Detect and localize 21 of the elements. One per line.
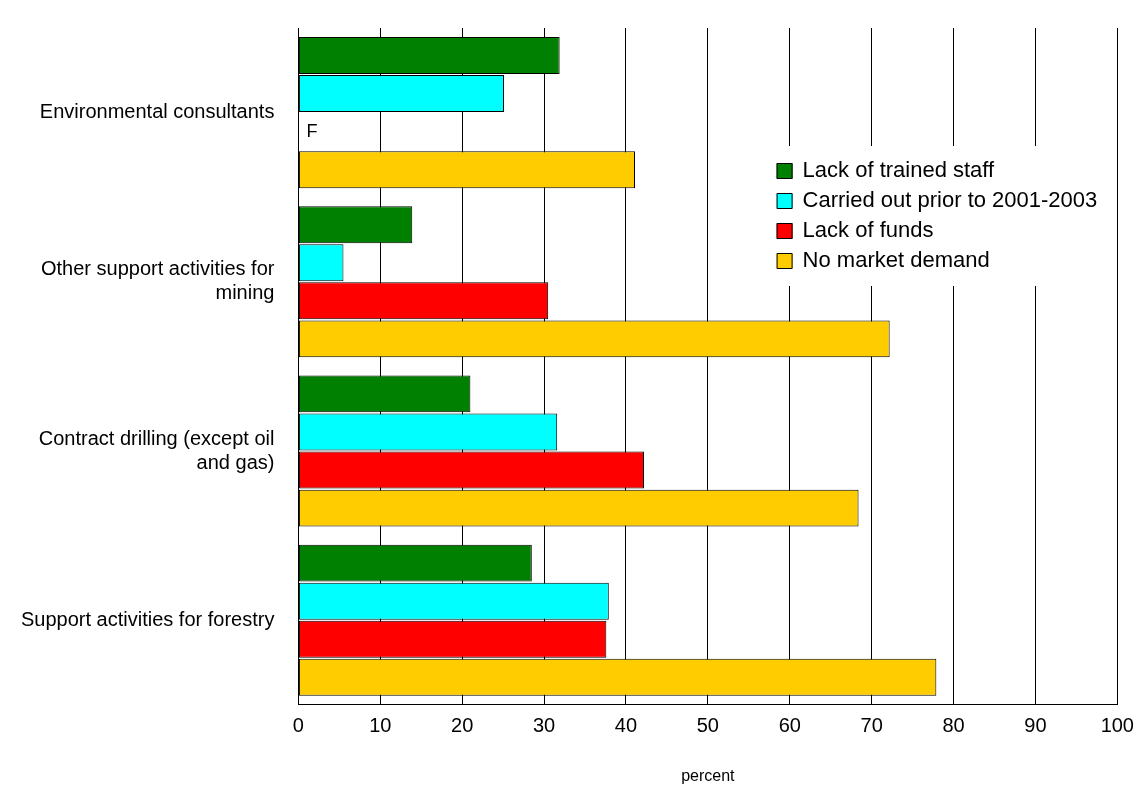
x-tick-label: 100 (1100, 714, 1134, 737)
x-tick-label: 40 (614, 714, 638, 737)
y-tick-label: Support activities for forestry (20, 607, 275, 630)
x-tick-label: 0 (292, 714, 304, 737)
legend-label: Lack of funds (802, 217, 934, 243)
x-tick-label: 80 (942, 714, 965, 737)
annotation: F (306, 120, 318, 141)
legend-label: Carried out prior to 2001-2003 (802, 187, 1098, 213)
y-tick-label: Environmental consultants (39, 100, 275, 123)
x-tick-label: 50 (696, 714, 719, 737)
x-tick-label: 90 (1024, 714, 1047, 737)
x-tick-label: 30 (532, 714, 556, 737)
legend-label: Lack of trained staff (802, 157, 996, 183)
legend-label: No market demand (802, 247, 990, 273)
x-axis-title: percent (681, 766, 736, 784)
x-tick-label: 10 (369, 714, 392, 737)
x-tick-label: 20 (451, 714, 474, 737)
y-tick-label: Contract drilling (except oil and gas) (38, 426, 275, 473)
y-tick-label: Other support activities for mining (40, 257, 275, 304)
x-tick-label: 60 (778, 714, 801, 737)
x-tick-label: 70 (860, 714, 883, 737)
